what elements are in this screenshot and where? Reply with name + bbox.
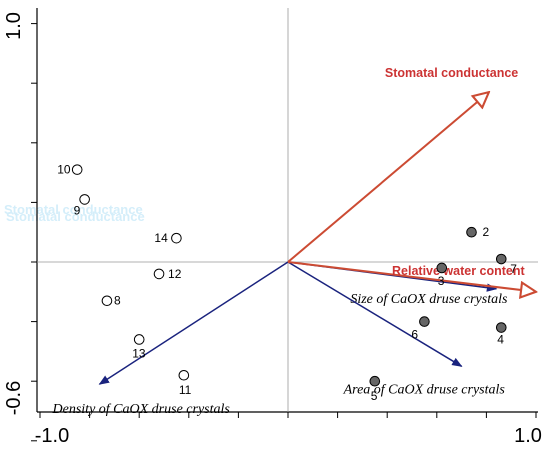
site-label-6: 6 <box>411 328 418 342</box>
site-point-14 <box>171 232 182 244</box>
site-point-12 <box>153 268 165 280</box>
site-point-9 <box>79 194 90 205</box>
axis-tick-labels: 1.0 -0.6 -1.0 1.0 <box>3 12 542 447</box>
x-axis-ticks <box>39 412 537 418</box>
species-label-size-of-caox-druse-crystals: Size of CaOX druse crystals <box>350 292 508 307</box>
environmental-arrows: Stomatal conductance Relative water conte… <box>287 66 536 292</box>
plot-frame <box>31 8 538 442</box>
site-point-8 <box>101 295 113 307</box>
site-point-4 <box>495 322 507 333</box>
site-point-7 <box>495 253 507 265</box>
site-label-9: 9 <box>74 203 81 217</box>
env-arrow-relative-water-content <box>287 261 536 292</box>
faded-background-label: Stomatal conductance Stomatal conductanc… <box>4 202 145 224</box>
site-points: 1273465109141281311 <box>57 163 517 404</box>
site-point-5 <box>369 375 381 387</box>
env-arrow-stomatal-conductance <box>287 92 489 263</box>
species-arrow-area-of-caox-druse-crystals <box>287 261 463 367</box>
species-arrows: Size of CaOX druse crystals Area of CaOX … <box>52 261 508 417</box>
site-point-3 <box>436 262 448 274</box>
site-label-12: 12 <box>168 267 182 281</box>
site-label-4: 4 <box>497 333 504 347</box>
species-label-density-of-caox-druse-crystals: Density of CaOX druse crystals <box>52 402 231 417</box>
site-label-7: 7 <box>510 262 517 276</box>
site-label-8: 8 <box>114 294 121 308</box>
site-label-2: 2 <box>483 225 490 239</box>
y-axis-ticks <box>31 23 37 442</box>
site-point-11 <box>178 369 190 381</box>
site-point-13 <box>133 334 145 345</box>
site-point-6 <box>419 316 430 327</box>
svg-text:Stomatal conductance: Stomatal conductance <box>4 202 143 217</box>
site-point-10 <box>71 164 83 175</box>
species-arrow-density-of-caox-druse-crystals <box>98 261 289 385</box>
site-label-11: 11 <box>179 383 192 397</box>
site-label-13: 13 <box>132 346 146 360</box>
site-point-2 <box>466 226 477 238</box>
species-label-area-of-caox-druse-crystals: Area of CaOX druse crystals <box>343 382 506 397</box>
svg-text:Stomatal conductance: Stomatal conductance <box>6 209 145 224</box>
site-label-5: 5 <box>371 389 378 403</box>
x-tick-label-max: 1.0 <box>514 425 542 447</box>
x-tick-label-min: -1.0 <box>35 425 69 447</box>
env-label-stomatal-conductance: Stomatal conductance <box>385 66 518 80</box>
site-label-3: 3 <box>438 274 445 288</box>
site-label-14: 14 <box>154 231 168 245</box>
y-tick-label-max: 1.0 <box>3 12 25 40</box>
env-label-relative-water-content: Relative water content <box>392 264 526 278</box>
site-label-10: 10 <box>57 163 71 177</box>
y-tick-label-min: -0.6 <box>3 381 25 415</box>
